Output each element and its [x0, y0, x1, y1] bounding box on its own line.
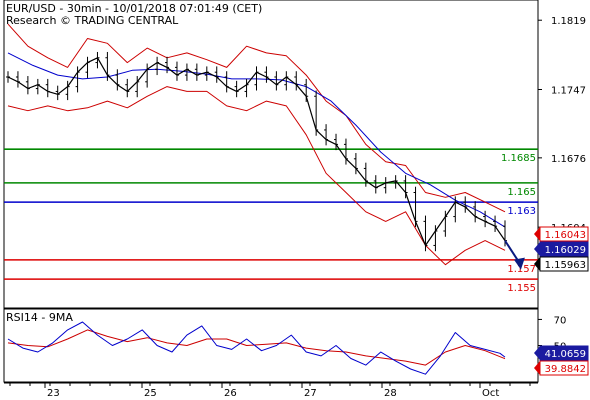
price-line [7, 57, 506, 246]
x-tick-label: 28 [384, 388, 397, 399]
price-tag-label: 1.16043 [545, 230, 586, 241]
level-label: 1.163 [507, 206, 536, 217]
chart-title: EUR/USD - 30min - 10/01/2018 07:01:49 (C… [6, 2, 262, 15]
level-label: 1.1685 [501, 153, 536, 164]
price-tag: 1.15963 [534, 256, 589, 272]
rsi-ma-line [7, 329, 506, 366]
rsi-tag: 39.8842 [534, 360, 589, 376]
price-tag: 1.16043 [534, 226, 589, 242]
price-panel: 1.1685 1.165 1.163 1.157 1.155 [4, 23, 538, 294]
x-tick-label: 25 [144, 388, 157, 399]
price-y-tick-label: 1.1747 [551, 86, 586, 97]
x-tick-label: 27 [304, 388, 317, 399]
x-tick-label: Oct [482, 388, 499, 399]
level-label: 1.157 [507, 264, 536, 275]
bollinger-lower-line [7, 86, 506, 266]
level-label: 1.155 [507, 283, 536, 294]
axes: 1.18191.17471.16761.16041.160431.160291.… [9, 16, 589, 399]
x-tick-label: 23 [47, 388, 60, 399]
price-y-tick-label: 1.1819 [551, 16, 586, 27]
price-tag: 1.16029 [534, 241, 589, 257]
x-tick-label: 26 [224, 388, 237, 399]
forecast-arrow-head [513, 257, 525, 270]
chart-subtitle: Research © TRADING CENTRAL [6, 14, 179, 27]
rsi-tag-label: 41.0659 [545, 349, 586, 360]
rsi-tag: 41.0659 [534, 345, 589, 361]
level-label: 1.165 [507, 187, 536, 198]
price-panel-frame [3, 0, 539, 309]
rsi-line [7, 321, 506, 375]
rsi-tag-label: 39.8842 [545, 364, 586, 375]
price-tag-label: 1.16029 [545, 245, 586, 256]
rsi-y-tick-label: 70 [554, 315, 567, 326]
rsi-panel [7, 321, 506, 375]
rsi-title: RSI14 - 9MA [6, 311, 73, 324]
bollinger-upper-line [7, 23, 506, 213]
price-y-tick-label: 1.1676 [551, 154, 586, 165]
price-tag-label: 1.15963 [545, 260, 586, 271]
